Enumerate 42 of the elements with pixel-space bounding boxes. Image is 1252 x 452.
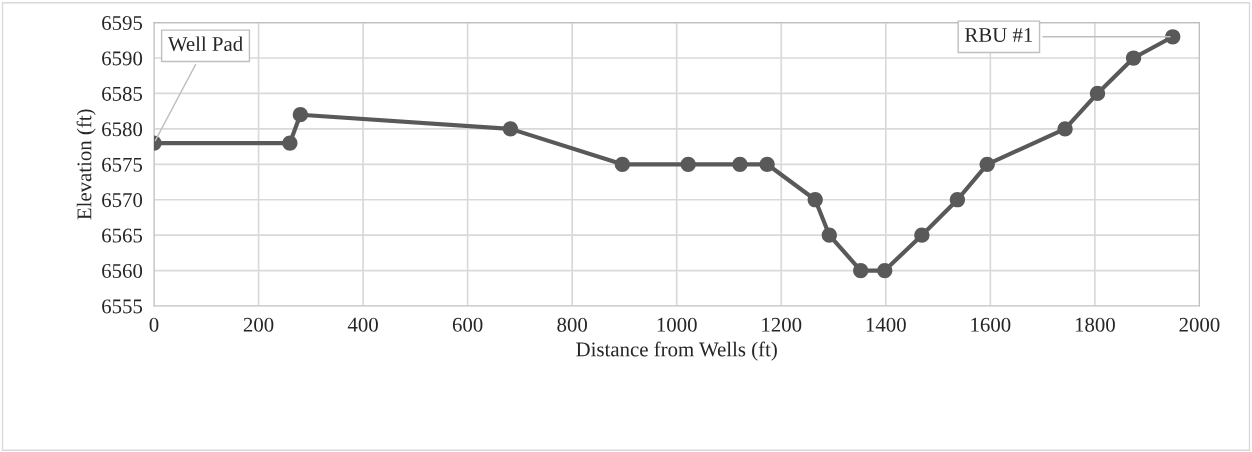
point xyxy=(807,192,823,208)
y-tick-label: 6595 xyxy=(102,16,143,31)
x-tick-label: 800 xyxy=(557,317,587,332)
x-tick-label: 2000 xyxy=(1179,317,1220,332)
y-tick-label: 6570 xyxy=(102,193,143,208)
x-tick-label: 1600 xyxy=(971,317,1011,332)
point xyxy=(759,156,775,172)
x-tick-label: 200 xyxy=(243,317,274,332)
y-tick-label: 6565 xyxy=(102,228,143,243)
y-tick-label: 6590 xyxy=(102,51,143,66)
point xyxy=(292,107,308,123)
point xyxy=(282,135,298,151)
point xyxy=(1057,121,1073,137)
point xyxy=(614,156,630,172)
point xyxy=(949,192,966,208)
point xyxy=(914,227,930,243)
x-tick-label: 600 xyxy=(452,317,483,332)
y-tick-label: 6585 xyxy=(102,86,143,101)
x-tick-label: 1800 xyxy=(1075,317,1115,332)
point xyxy=(502,121,519,137)
y-tick-label: 6560 xyxy=(102,263,143,279)
point xyxy=(732,156,748,172)
x-axis-title: Distance from Wells (ft) xyxy=(576,341,777,361)
point xyxy=(1125,50,1142,66)
y-tick-label: 6580 xyxy=(102,122,143,137)
y-tick-label: 6575 xyxy=(102,157,143,172)
x-tick-label: 400 xyxy=(347,317,378,332)
x-tick-label: 1400 xyxy=(866,317,906,332)
point xyxy=(877,262,893,279)
point xyxy=(1089,85,1106,102)
y-tick-label: 6555 xyxy=(102,299,143,314)
x-tick-label: 0 xyxy=(149,317,159,332)
x-tick-label: 1000 xyxy=(657,317,697,332)
y-axis-title: Elevation (ft) xyxy=(76,109,96,220)
annotation: RBU #1 xyxy=(965,28,1033,42)
point xyxy=(853,262,869,279)
point xyxy=(979,156,995,172)
point xyxy=(1165,29,1181,45)
x-tick-label: 1200 xyxy=(762,317,802,332)
point xyxy=(821,227,837,243)
point xyxy=(680,156,696,172)
annotation: Well Pad xyxy=(167,36,243,52)
